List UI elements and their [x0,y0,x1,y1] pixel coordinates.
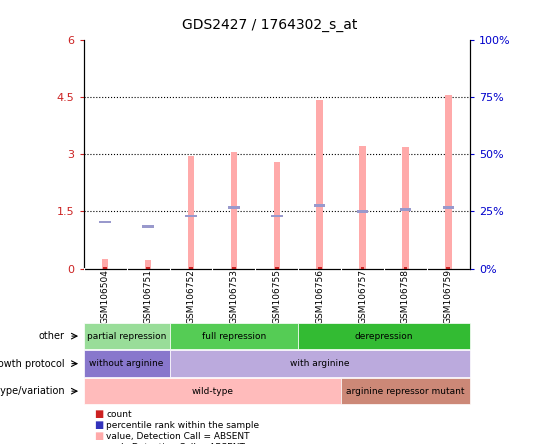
Text: arginine repressor mutant: arginine repressor mutant [346,387,465,396]
Text: GSM106755: GSM106755 [272,269,281,324]
Bar [102,259,109,269]
Bar [400,208,411,211]
Text: count: count [106,410,132,419]
Text: ■: ■ [94,432,104,441]
Bar [357,210,368,213]
Bar [403,267,407,269]
Bar [318,267,322,269]
Bar [103,267,107,269]
Bar [402,147,409,269]
Text: derepression: derepression [355,332,413,341]
Bar [228,206,240,209]
Bar [447,267,450,269]
Text: ■: ■ [94,420,104,430]
Text: full repression: full repression [202,332,266,341]
Bar [188,156,194,269]
Bar [316,100,323,269]
Text: ■: ■ [94,443,104,444]
Text: growth protocol: growth protocol [0,359,65,369]
Text: other: other [39,331,65,341]
Text: GSM106751: GSM106751 [144,269,153,324]
Bar [189,267,193,269]
Bar [314,204,326,207]
Text: GSM106753: GSM106753 [230,269,238,324]
Text: with arginine: with arginine [290,359,349,368]
Text: GSM106757: GSM106757 [358,269,367,324]
Bar [443,206,454,209]
Text: percentile rank within the sample: percentile rank within the sample [106,421,260,430]
Bar [99,221,111,223]
Text: GDS2427 / 1764302_s_at: GDS2427 / 1764302_s_at [183,18,357,32]
Text: GSM106756: GSM106756 [315,269,324,324]
Text: wild-type: wild-type [191,387,233,396]
Bar [271,215,282,218]
Bar [146,267,150,269]
Text: GSM106758: GSM106758 [401,269,410,324]
Bar [185,215,197,218]
Text: ■: ■ [94,409,104,419]
Bar [445,95,451,269]
Bar [361,267,365,269]
Bar [274,162,280,269]
Text: GSM106504: GSM106504 [100,269,110,324]
Text: GSM106752: GSM106752 [186,269,195,324]
Text: value, Detection Call = ABSENT: value, Detection Call = ABSENT [106,432,250,441]
Text: genotype/variation: genotype/variation [0,386,65,396]
Bar [142,226,154,228]
Bar [232,267,236,269]
Bar [145,260,151,269]
Text: partial repression: partial repression [87,332,166,341]
Text: GSM106759: GSM106759 [444,269,453,324]
Bar [231,151,237,269]
Text: rank, Detection Call = ABSENT: rank, Detection Call = ABSENT [106,443,245,444]
Bar [275,267,279,269]
Text: without arginine: without arginine [90,359,164,368]
Bar [359,146,366,269]
